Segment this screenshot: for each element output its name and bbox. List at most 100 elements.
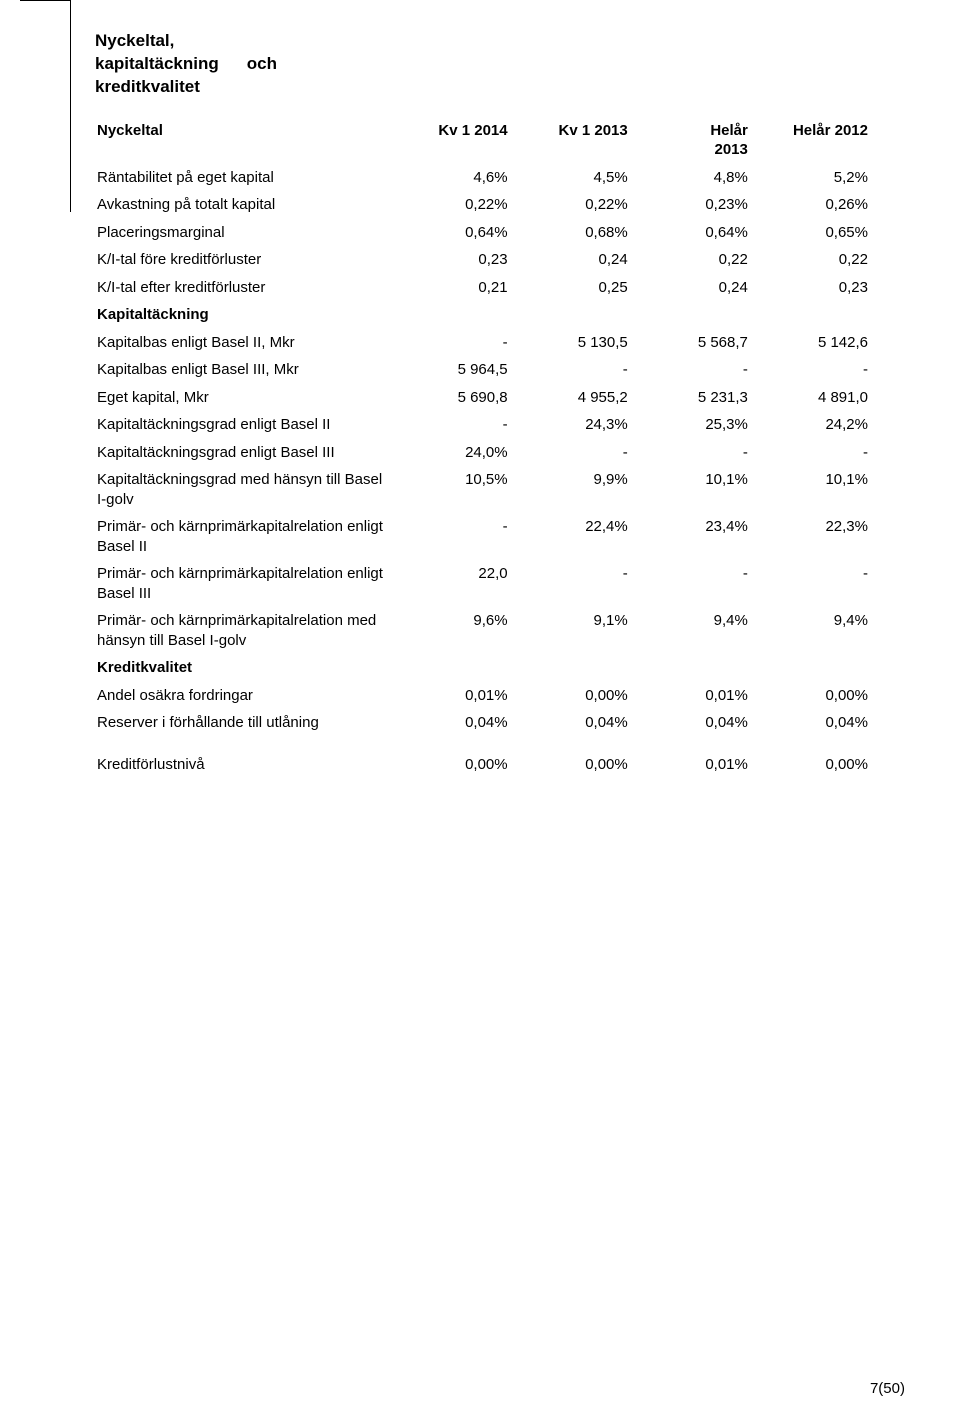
row-value: 5 130,5 — [510, 329, 630, 357]
row-label: K/I-tal före kreditförluster — [95, 246, 390, 274]
row-value: 0,68% — [510, 219, 630, 247]
row-value: 0,22% — [510, 191, 630, 219]
row-value: 0,00% — [750, 751, 870, 779]
row-value: 5 964,5 — [390, 356, 510, 384]
row-value: 0,01% — [630, 751, 750, 779]
row-value: 0,01% — [630, 682, 750, 710]
row-value: - — [510, 356, 630, 384]
row-value: 24,2% — [750, 411, 870, 439]
table-header-row: Nyckeltal Kv 1 2014 Kv 1 2013 Helår 2013… — [95, 117, 870, 164]
table-row: K/I-tal före kreditförluster 0,23 0,24 0… — [95, 246, 870, 274]
title-line2: kapitaltäckning och — [95, 53, 870, 76]
table-row: Reserver i förhållande till utlåning 0,0… — [95, 709, 870, 737]
row-value: 9,1% — [510, 607, 630, 654]
row-value: 5 690,8 — [390, 384, 510, 412]
title-line1: Nyckeltal, — [95, 30, 870, 53]
row-value: 0,22 — [630, 246, 750, 274]
row-value: 0,23 — [750, 274, 870, 302]
row-value: 0,23 — [390, 246, 510, 274]
row-value: - — [510, 560, 630, 607]
row-value: 0,04% — [750, 709, 870, 737]
table-row: Andel osäkra fordringar 0,01% 0,00% 0,01… — [95, 682, 870, 710]
row-value: - — [630, 439, 750, 467]
row-value: 10,1% — [630, 466, 750, 513]
col-c3-top: Helår — [710, 122, 748, 139]
row-label: K/I-tal efter kreditförluster — [95, 274, 390, 302]
row-value: - — [750, 560, 870, 607]
row-label: Kapitalbas enligt Basel II, Mkr — [95, 329, 390, 357]
row-value: 4,5% — [510, 164, 630, 192]
row-value: 4 891,0 — [750, 384, 870, 412]
row-value: 25,3% — [630, 411, 750, 439]
row-label: Kapitaltäckningsgrad enligt Basel III — [95, 439, 390, 467]
row-value: 22,3% — [750, 513, 870, 560]
row-value: 0,23% — [630, 191, 750, 219]
title-line2a: kapitaltäckning — [95, 54, 219, 73]
table-row: Primär- och kärnprimärkapitalrelation me… — [95, 607, 870, 654]
row-value: - — [510, 439, 630, 467]
row-value: 4,6% — [390, 164, 510, 192]
row-value: 0,04% — [510, 709, 630, 737]
row-value: 4 955,2 — [510, 384, 630, 412]
row-value: 0,64% — [630, 219, 750, 247]
row-value: 0,26% — [750, 191, 870, 219]
table-row: Kapitalbas enligt Basel III, Mkr 5 964,5… — [95, 356, 870, 384]
table-row: Kreditförlustnivå 0,00% 0,00% 0,01% 0,00… — [95, 751, 870, 779]
row-value: - — [750, 356, 870, 384]
row-value: 22,4% — [510, 513, 630, 560]
page-number: 7(50) — [870, 1380, 905, 1397]
row-label: Kapitalbas enligt Basel III, Mkr — [95, 356, 390, 384]
col-c3: Helår 2013 — [630, 117, 750, 164]
row-value: 0,21 — [390, 274, 510, 302]
page: Nyckeltal, kapitaltäckning och kreditkval… — [0, 0, 960, 1427]
row-value: 5 568,7 — [630, 329, 750, 357]
row-value: 24,3% — [510, 411, 630, 439]
row-value: - — [390, 513, 510, 560]
row-value: 22,0 — [390, 560, 510, 607]
left-rule — [70, 0, 71, 212]
row-value: 5 142,6 — [750, 329, 870, 357]
row-value: 24,0% — [390, 439, 510, 467]
row-value: 0,64% — [390, 219, 510, 247]
table-row: Primär- och kärnprimärkapitalrelation en… — [95, 560, 870, 607]
row-label: Kapitaltäckningsgrad med hänsyn till Bas… — [95, 466, 390, 513]
table-row: Kapitalbas enligt Basel II, Mkr - 5 130,… — [95, 329, 870, 357]
row-value: - — [390, 329, 510, 357]
table-row: Kapitaltäckningsgrad med hänsyn till Bas… — [95, 466, 870, 513]
row-value: - — [630, 560, 750, 607]
row-label: Reserver i förhållande till utlåning — [95, 709, 390, 737]
row-label: Eget kapital, Mkr — [95, 384, 390, 412]
table-row: Avkastning på totalt kapital 0,22% 0,22%… — [95, 191, 870, 219]
title-line3: kreditkvalitet — [95, 76, 870, 99]
row-value: 9,6% — [390, 607, 510, 654]
row-value: 0,24 — [630, 274, 750, 302]
col-c3-bottom: 2013 — [715, 141, 748, 158]
content: Nyckeltal, kapitaltäckning och kreditkval… — [95, 30, 870, 778]
row-label: Primär- och kärnprimärkapitalrelation en… — [95, 560, 390, 607]
row-value: 4,8% — [630, 164, 750, 192]
table-row: Placeringsmarginal 0,64% 0,68% 0,64% 0,6… — [95, 219, 870, 247]
section-title: Nyckeltal, kapitaltäckning och kreditkval… — [95, 30, 870, 99]
subheading-row: Kapitaltäckning — [95, 301, 870, 329]
title-line2b: och — [247, 54, 277, 73]
row-value: 0,00% — [750, 682, 870, 710]
col-metric: Nyckeltal — [95, 117, 390, 164]
row-value: 10,1% — [750, 466, 870, 513]
row-value: 0,00% — [510, 751, 630, 779]
row-value: 23,4% — [630, 513, 750, 560]
row-value: 0,22% — [390, 191, 510, 219]
row-value: 5 231,3 — [630, 384, 750, 412]
row-value: 0,01% — [390, 682, 510, 710]
row-value: - — [390, 411, 510, 439]
row-value: 0,04% — [630, 709, 750, 737]
row-value: 0,24 — [510, 246, 630, 274]
subheading-row: Kreditkvalitet — [95, 654, 870, 682]
row-value: 0,65% — [750, 219, 870, 247]
spacer-row — [95, 737, 870, 751]
table-row: Eget kapital, Mkr 5 690,8 4 955,2 5 231,… — [95, 384, 870, 412]
row-value: 9,4% — [750, 607, 870, 654]
row-value: 0,04% — [390, 709, 510, 737]
kapital-heading: Kapitaltäckning — [95, 301, 870, 329]
row-value: 0,25 — [510, 274, 630, 302]
row-label: Placeringsmarginal — [95, 219, 390, 247]
